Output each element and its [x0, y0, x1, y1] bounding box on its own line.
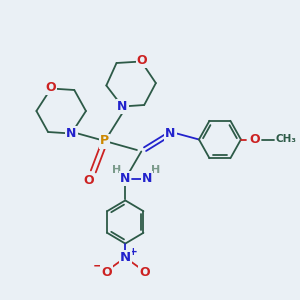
- Text: N: N: [117, 100, 128, 113]
- Text: N: N: [66, 127, 76, 140]
- Text: O: O: [45, 81, 56, 94]
- Text: N: N: [165, 127, 176, 140]
- Text: O: O: [101, 266, 112, 279]
- Text: O: O: [249, 133, 260, 146]
- Text: O: O: [83, 173, 94, 187]
- Text: H: H: [151, 165, 160, 175]
- Text: +: +: [129, 247, 138, 257]
- Text: P: P: [100, 134, 110, 148]
- Text: N: N: [120, 172, 130, 185]
- Text: H: H: [112, 165, 121, 175]
- Text: N: N: [142, 172, 152, 185]
- Text: CH₃: CH₃: [276, 134, 297, 145]
- Text: O: O: [136, 54, 147, 68]
- Text: N: N: [120, 250, 131, 264]
- Text: −: −: [93, 259, 104, 272]
- Text: O: O: [139, 266, 149, 279]
